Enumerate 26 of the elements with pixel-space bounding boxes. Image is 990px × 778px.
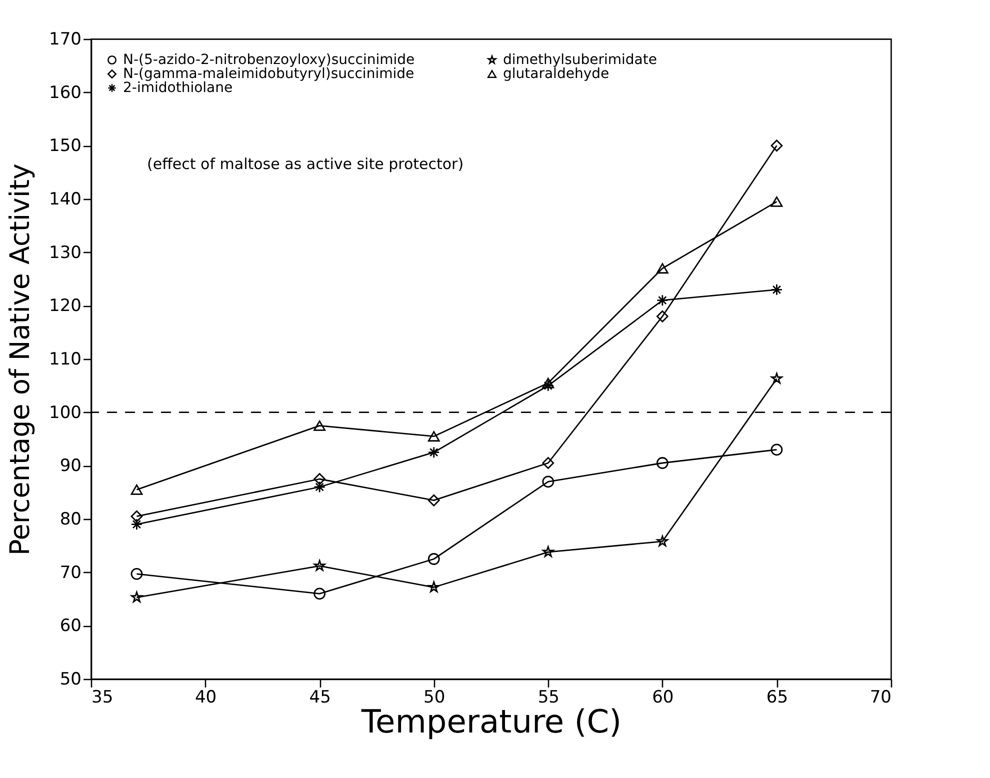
legend-label: N-(gamma-maleimidobutyryl)succinimide <box>123 66 414 82</box>
y-tick-label: 140 <box>49 190 82 210</box>
x-tick-label: 35 <box>92 688 114 708</box>
y-tick-label: 160 <box>49 82 82 103</box>
legend-label: 2-imidothiolane <box>123 80 233 96</box>
y-tick-label: 80 <box>60 510 82 530</box>
x-tick-label: 70 <box>870 688 892 708</box>
y-tick-label: 90 <box>60 456 82 476</box>
y-tick-label: 150 <box>49 136 82 156</box>
x-tick-label: 60 <box>652 688 674 708</box>
legend-label: dimethylsuberimidate <box>503 52 657 68</box>
y-tick-label: 60 <box>60 616 82 636</box>
annotation: (effect of maltose as active site protector) <box>147 155 464 173</box>
x-tick-label: 65 <box>766 688 788 708</box>
legend-label: N-(5-azido-2-nitrobenzoyloxy)succinimide <box>123 52 415 68</box>
y-tick-label: 50 <box>60 670 82 690</box>
y-tick-label: 130 <box>49 242 82 263</box>
y-tick-label: 70 <box>60 562 82 583</box>
y-tick-label: 170 <box>49 30 82 50</box>
x-tick-label: 45 <box>309 688 331 708</box>
y-tick-label: 100 <box>49 402 82 423</box>
y-axis-title: Percentage of Native Activity <box>5 163 36 556</box>
legend-label: glutaraldehyde <box>503 66 610 82</box>
x-tick-label: 40 <box>194 688 217 708</box>
y-tick-label: 120 <box>49 296 82 316</box>
y-tick-label: 110 <box>49 350 82 370</box>
